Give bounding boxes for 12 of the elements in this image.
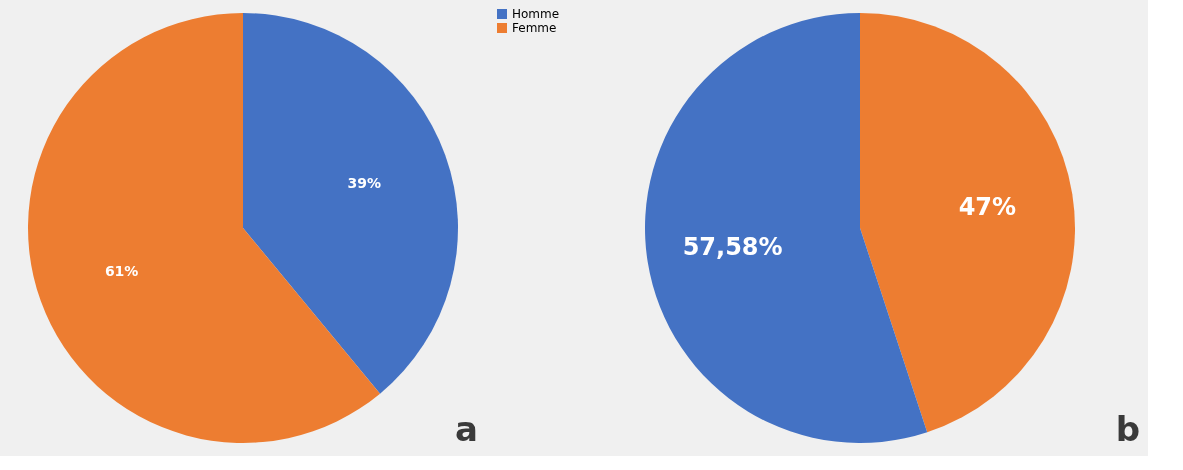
legend-label: Femme	[512, 21, 557, 35]
pie-slice	[28, 13, 381, 443]
text: b	[1115, 409, 1140, 449]
data-label: 47%	[958, 192, 1017, 221]
data-label: 57,58%	[682, 233, 783, 262]
data-label: 39%	[347, 175, 382, 192]
legend-label: Homme	[512, 7, 560, 21]
pie-slice	[645, 13, 928, 443]
data-label: 61%	[104, 262, 139, 279]
pie-slice	[243, 13, 458, 394]
text: a	[455, 409, 478, 449]
pie-slice	[860, 13, 1075, 433]
